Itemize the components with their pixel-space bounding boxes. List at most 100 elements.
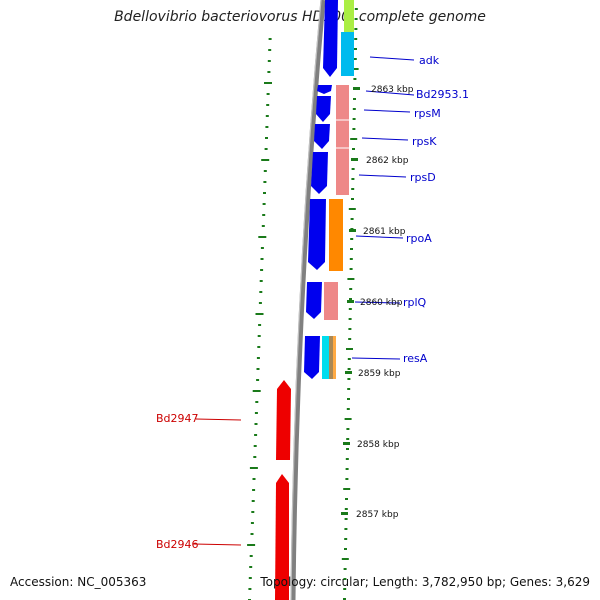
gc-dot: [352, 108, 356, 110]
gc-dot: [351, 188, 355, 190]
tick-label-2861: 2861 kbp: [363, 227, 406, 237]
gc-dot: [252, 390, 261, 392]
forward-strand-cds: [304, 0, 338, 379]
cds-bd2953-1[interactable]: [317, 85, 332, 94]
gc-dot: [350, 218, 354, 220]
gc-dot: [344, 418, 352, 420]
gc-dot: [343, 488, 351, 490]
gc-dot: [344, 548, 347, 550]
gene-label-rpsD[interactable]: rpsD: [410, 171, 436, 184]
genome-backbone: [290, 0, 326, 600]
gc-dot: [348, 318, 352, 320]
gc-dot: [248, 588, 252, 590]
gc-dot: [349, 258, 353, 260]
kbp-tick: [353, 87, 360, 90]
cds-rplQ[interactable]: [306, 282, 322, 319]
kbp-tick: [347, 300, 354, 303]
cog-resA-2: [329, 336, 333, 379]
tick-labels: 2863 kbp 2862 kbp 2861 kbp 2860 kbp 2859…: [356, 85, 414, 520]
cds-resA[interactable]: [304, 336, 320, 379]
tick-label-2862: 2862 kbp: [366, 156, 409, 166]
cog-rpoA: [329, 199, 343, 271]
gc-dot: [345, 468, 349, 470]
gc-dot: [348, 308, 352, 310]
cds-rpsK[interactable]: [314, 124, 330, 149]
gc-dot: [249, 555, 253, 557]
gc-dot: [249, 566, 253, 568]
gene-label-bd2946[interactable]: Bd2946: [156, 538, 199, 551]
gc-dot: [347, 378, 351, 380]
cds-rpsM[interactable]: [316, 96, 331, 122]
gc-dot: [251, 511, 255, 513]
gc-dot: [254, 434, 258, 436]
gene-label-bd2947[interactable]: Bd2947: [156, 412, 199, 425]
gene-label-resA[interactable]: resA: [403, 352, 428, 365]
gc-dot: [345, 478, 349, 480]
gene-label-rpoA[interactable]: rpoA: [406, 232, 432, 245]
gc-dot: [351, 178, 355, 180]
gc-dot: [351, 168, 355, 170]
gc-dot: [267, 60, 271, 62]
gc-dot: [266, 104, 270, 106]
gc-dot: [343, 598, 346, 600]
gc-dot: [349, 288, 353, 290]
gc-dot: [346, 408, 350, 410]
cds-rpoA[interactable]: [308, 199, 326, 270]
gc-dot: [352, 148, 355, 150]
gc-dot: [261, 225, 265, 227]
cds-rpsD[interactable]: [311, 152, 328, 194]
gc-dot: [350, 248, 353, 250]
gc-dot: [256, 368, 260, 370]
gc-dot: [257, 335, 261, 337]
cds-bd2946[interactable]: [275, 474, 289, 600]
cog-resA-1: [322, 336, 329, 379]
kbp-tick: [343, 442, 350, 445]
tick-label-2858: 2858 kbp: [357, 440, 400, 450]
gc-dot: [261, 159, 270, 161]
tick-label-2863: 2863 kbp: [371, 85, 414, 95]
gc-dot: [349, 268, 353, 270]
map-title: Bdellovibrio bacteriovorus HD100, comple…: [114, 9, 486, 25]
cds-bd2947[interactable]: [276, 380, 291, 460]
gc-dot: [251, 500, 255, 502]
cds-adk[interactable]: [323, 0, 338, 77]
gc-dot: [259, 291, 263, 293]
gene-label-rpsK[interactable]: rpsK: [412, 135, 437, 148]
gene-label-adk[interactable]: adk: [419, 54, 440, 67]
gc-dot: [343, 568, 347, 570]
gene-label-rplQ[interactable]: rplQ: [403, 296, 427, 309]
cog-resA-3: [333, 336, 336, 379]
gc-dot: [354, 18, 358, 20]
gc-dot: [264, 148, 268, 150]
gc-dot: [252, 478, 256, 480]
gc-dot: [345, 498, 348, 500]
gc-dot: [351, 68, 359, 70]
gc-dot: [343, 588, 347, 590]
gene-label-rpsM[interactable]: rpsM: [414, 107, 441, 120]
gc-dot: [259, 280, 263, 282]
gc-dot: [265, 115, 269, 117]
gc-dot: [258, 236, 267, 238]
gc-dot: [353, 98, 356, 100]
gc-dot: [348, 208, 356, 210]
tick-marks: [341, 87, 360, 515]
gc-dot: [347, 368, 351, 370]
gc-dot: [253, 445, 257, 447]
gc-dot: [353, 78, 357, 80]
gc-dot: [250, 522, 254, 524]
gene-label-bd2953-1[interactable]: Bd2953.1: [416, 88, 469, 101]
cog-adk-top: [344, 0, 354, 32]
gc-dot: [264, 82, 272, 84]
gc-dot: [354, 38, 358, 40]
gc-dot: [354, 48, 357, 50]
gc-dot: [354, 8, 358, 10]
gc-dot: [263, 170, 267, 172]
genome-backbone-highlight: [290, 0, 322, 600]
tick-label-2859: 2859 kbp: [358, 369, 401, 379]
gc-dot: [344, 528, 348, 530]
gc-dot: [347, 358, 351, 360]
gc-dot: [353, 58, 357, 60]
accession-text: Accession: NC_005363: [10, 575, 147, 589]
gc-dot: [341, 558, 349, 560]
